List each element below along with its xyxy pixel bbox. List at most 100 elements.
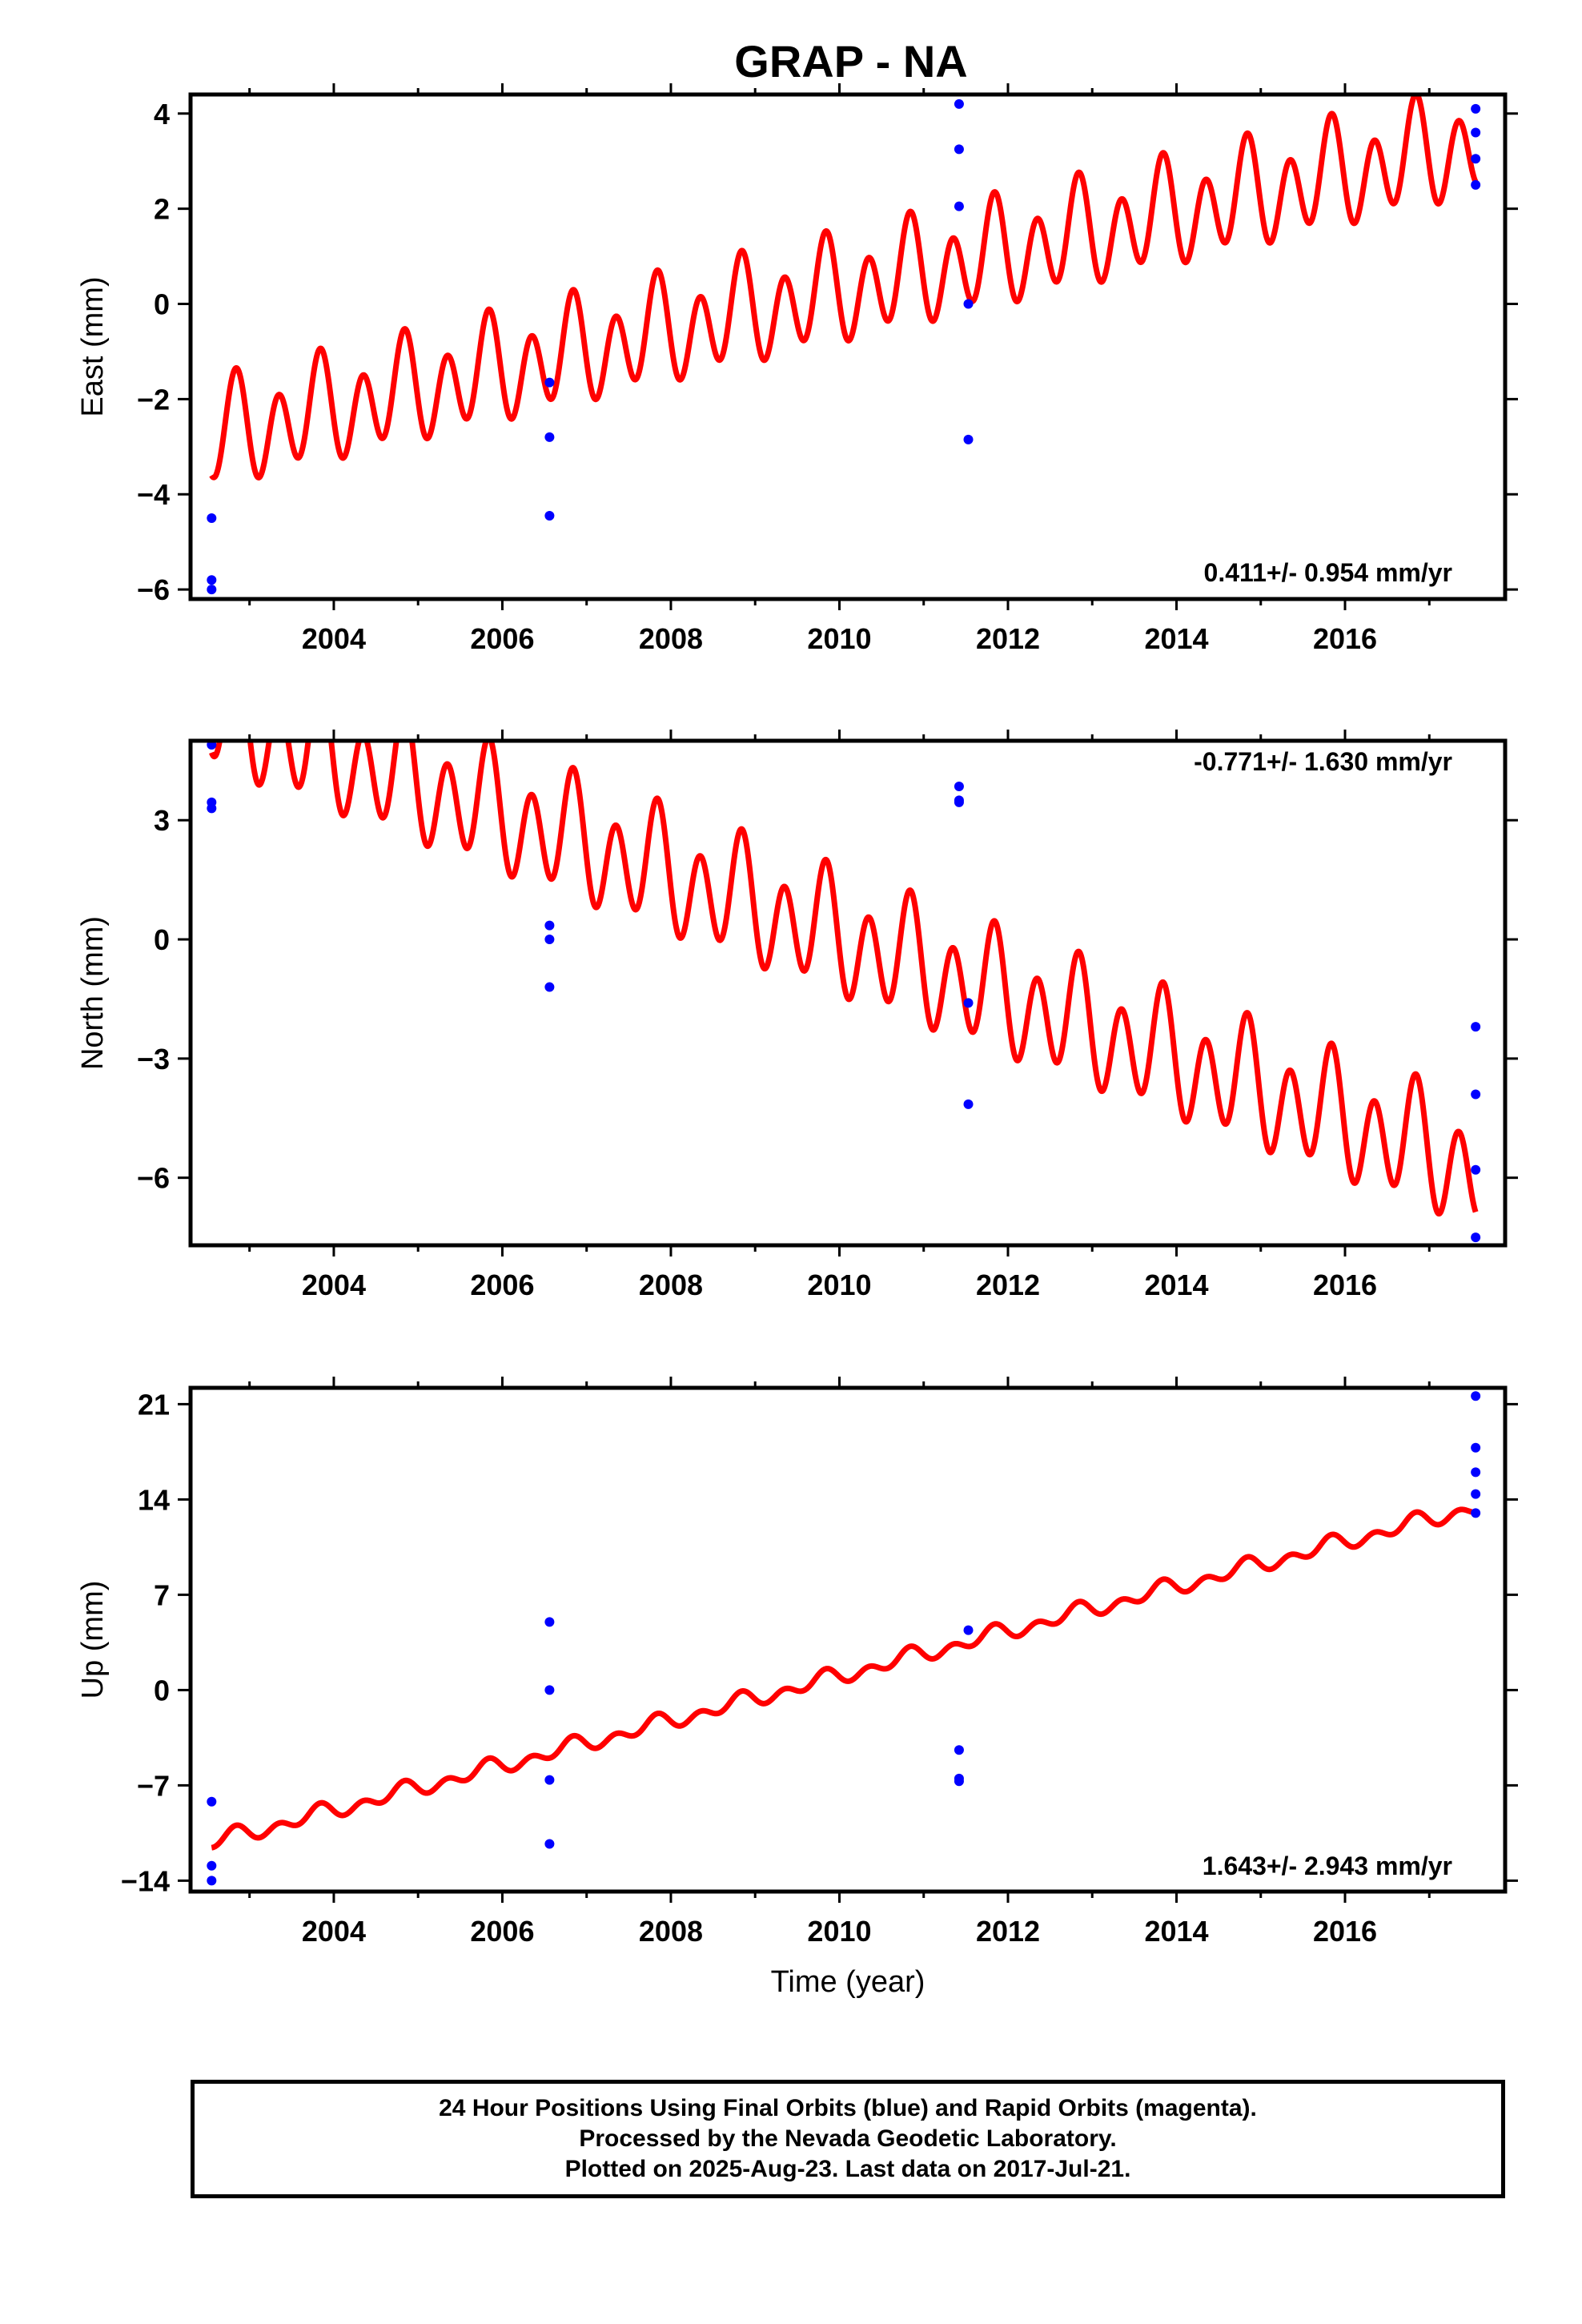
model-curve <box>209 741 1479 1217</box>
data-point <box>954 1776 964 1787</box>
x-tick-label: 2012 <box>976 1269 1040 1301</box>
model-curve <box>209 94 1479 480</box>
data-point <box>954 797 964 807</box>
data-point <box>963 1625 974 1635</box>
data-point <box>1471 1089 1481 1100</box>
data-point <box>544 377 555 388</box>
rate-annotation: 0.411+/- 0.954 mm/yr <box>1204 558 1452 587</box>
y-tick-label: 21 <box>138 1388 170 1421</box>
data-point <box>963 299 974 309</box>
data-point <box>207 1876 217 1886</box>
x-tick-label: 2008 <box>639 1915 703 1948</box>
y-tick-label: 3 <box>154 804 170 837</box>
y-tick-label: 0 <box>154 288 170 321</box>
x-tick-label: 2006 <box>470 1915 534 1948</box>
x-tick-label: 2012 <box>976 622 1040 655</box>
chart-title: GRAP - NA <box>734 36 967 86</box>
rate-annotation: 1.643+/- 2.943 mm/yr <box>1203 1852 1452 1880</box>
data-point <box>963 1099 974 1109</box>
data-point <box>1471 1442 1481 1453</box>
y-tick-label: 14 <box>138 1483 170 1516</box>
data-point <box>207 1796 217 1807</box>
data-point <box>1471 1022 1481 1032</box>
x-tick-label: 2010 <box>807 622 871 655</box>
x-tick-label: 2012 <box>976 1915 1040 1948</box>
data-point <box>207 803 217 814</box>
panel-north: 2004 2006 2008 2010 2012 2014 2016 −6 −3 0 3 North … <box>76 730 1518 1301</box>
plot-frame <box>188 92 1508 601</box>
data-point <box>963 998 974 1008</box>
caption-line-1: 24 Hour Positions Using Final Orbits (bl… <box>439 2095 1257 2121</box>
y-tick-label: −14 <box>121 1864 170 1897</box>
data-point <box>207 575 217 585</box>
y-tick-label: 0 <box>154 923 170 956</box>
data-point <box>1471 127 1481 138</box>
y-tick-label: 4 <box>154 98 170 131</box>
data-point <box>963 434 974 444</box>
data-point <box>1471 1489 1481 1499</box>
y-axis-label: East (mm) <box>76 276 110 416</box>
x-tick-label: 2008 <box>639 1269 703 1301</box>
y-tick-label: −6 <box>137 573 170 606</box>
y-tick-label: −6 <box>137 1162 170 1195</box>
data-point <box>544 920 555 931</box>
y-axis-label: Up (mm) <box>76 1581 110 1699</box>
x-tick-label: 2004 <box>302 622 366 655</box>
data-point <box>1471 1164 1481 1175</box>
data-point <box>1471 154 1481 164</box>
data-point <box>544 432 555 442</box>
caption-line-2: Processed by the Nevada Geodetic Laborat… <box>579 2125 1117 2152</box>
y-tick-label: −3 <box>137 1043 170 1076</box>
data-point <box>1471 103 1481 114</box>
x-tick-label: 2016 <box>1313 1269 1377 1301</box>
rate-annotation: -0.771+/- 1.630 mm/yr <box>1194 747 1452 776</box>
x-tick-label: 2004 <box>302 1915 366 1948</box>
x-tick-label: 2016 <box>1313 1915 1377 1948</box>
data-point <box>207 1860 217 1871</box>
data-point <box>1471 1508 1481 1518</box>
y-tick-label: −4 <box>137 478 170 511</box>
data-point <box>544 982 555 992</box>
data-point <box>207 585 217 595</box>
data-point <box>954 99 964 109</box>
y-tick-label: 2 <box>154 193 170 226</box>
x-tick-label: 2006 <box>470 1269 534 1301</box>
plot-frame <box>188 1385 1508 1894</box>
x-tick-label: 2014 <box>1144 622 1208 655</box>
x-tick-label: 2006 <box>470 622 534 655</box>
data-point <box>207 741 217 750</box>
data-point <box>1471 1467 1481 1478</box>
data-point <box>954 1745 964 1755</box>
y-tick-label: −2 <box>137 383 170 416</box>
x-tick-label: 2014 <box>1144 1915 1208 1948</box>
caption-box: 24 Hour Positions Using Final Orbits (bl… <box>191 2080 1505 2198</box>
panel-east: 2004 2006 2008 2010 2012 2014 2016 −6 −4 −2 0 2 4 Eas… <box>76 83 1518 655</box>
y-tick-label: 7 <box>154 1578 170 1611</box>
plot-frame <box>188 738 1508 1248</box>
data-point <box>954 782 964 792</box>
x-tick-label: 2016 <box>1313 622 1377 655</box>
x-axis-label: Time (year) <box>771 1965 926 1999</box>
data-point <box>544 1617 555 1627</box>
y-tick-label: 0 <box>154 1674 170 1707</box>
data-point <box>207 513 217 523</box>
data-point <box>544 1839 555 1849</box>
data-point <box>954 144 964 155</box>
model-curve <box>209 1506 1478 1851</box>
data-point <box>544 510 555 521</box>
data-point <box>954 201 964 211</box>
data-point <box>1471 1391 1481 1401</box>
x-tick-label: 2004 <box>302 1269 366 1301</box>
data-point <box>544 1685 555 1695</box>
x-tick-label: 2014 <box>1144 1269 1208 1301</box>
y-tick-label: −7 <box>137 1769 170 1802</box>
x-tick-label: 2010 <box>807 1269 871 1301</box>
caption-line-3: Plotted on 2025-Aug-23. Last data on 201… <box>564 2156 1131 2182</box>
panel-up: 2004 2006 2008 2010 2012 2014 2016 −14 −7 0 7 14 21 U… <box>76 1377 1518 1948</box>
x-tick-label: 2008 <box>639 622 703 655</box>
data-point <box>544 935 555 945</box>
data-point <box>1471 1232 1481 1243</box>
y-axis-label: North (mm) <box>76 916 110 1070</box>
x-tick-label: 2010 <box>807 1915 871 1948</box>
